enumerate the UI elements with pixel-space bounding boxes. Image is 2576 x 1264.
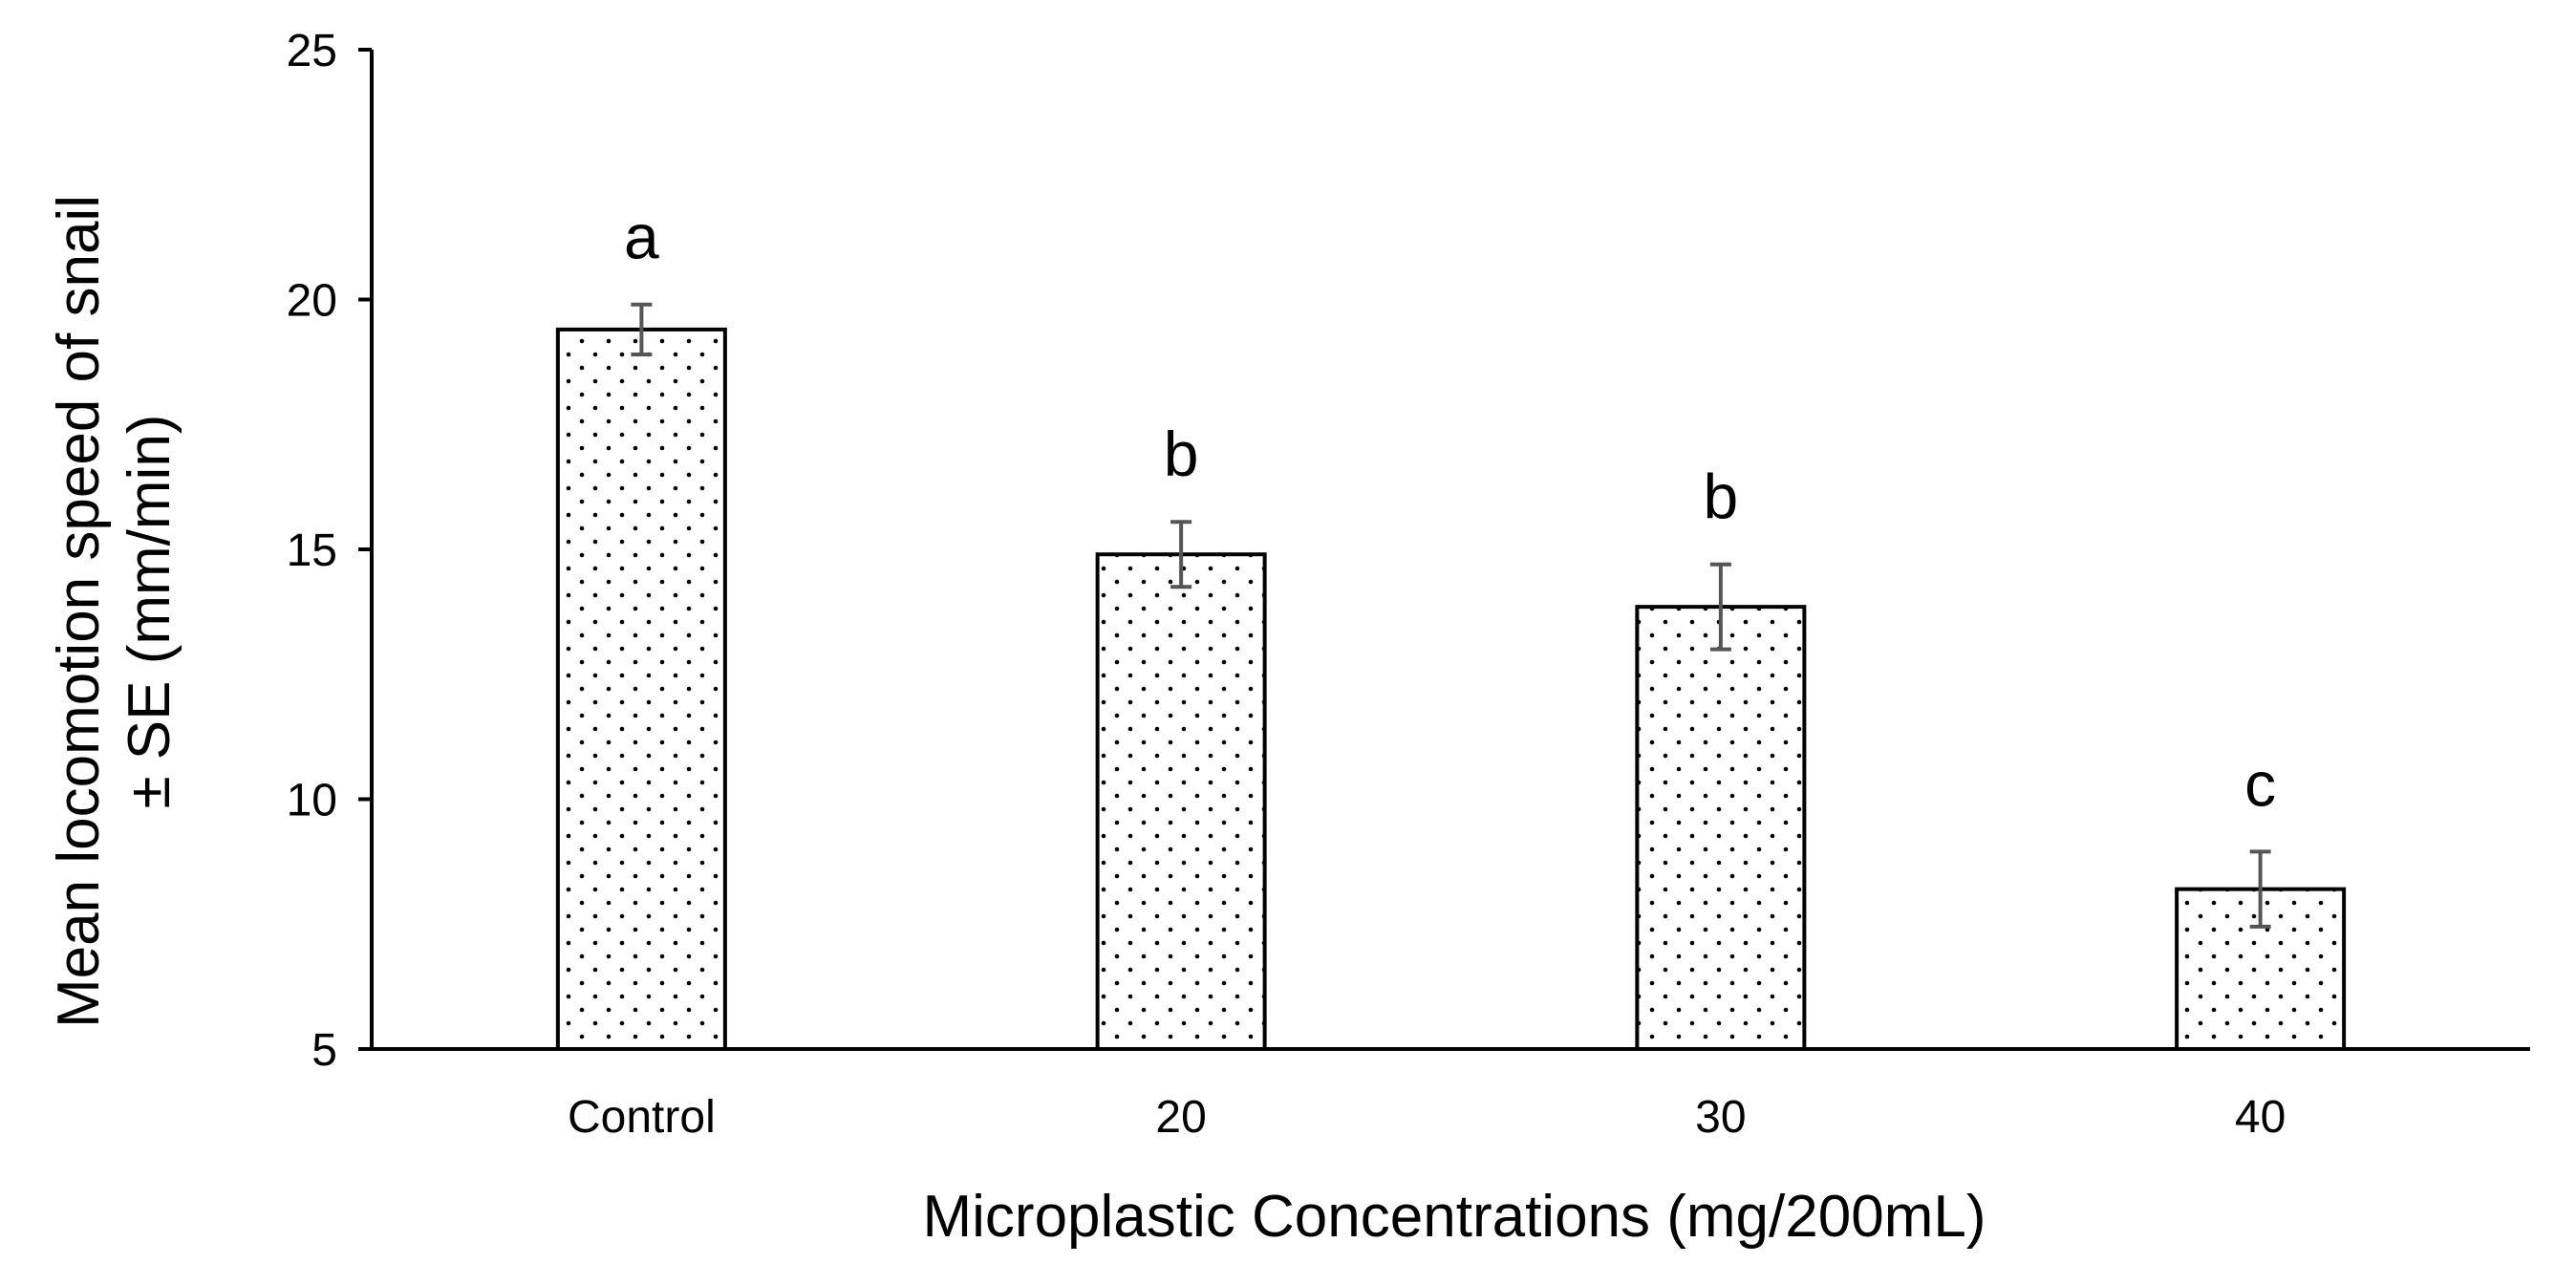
y-axis-title-line-2: ± SE (mm/min) bbox=[117, 415, 182, 809]
y-axis-title: Mean locomotion speed of snail ± SE (mm/… bbox=[46, 195, 182, 1028]
bar-20 bbox=[1095, 552, 1267, 1051]
error-bars-layer bbox=[631, 302, 2271, 929]
x-ticks-layer: Control 20 30 40 bbox=[568, 1092, 2286, 1143]
significance-letter-20: b bbox=[1164, 418, 1199, 489]
bar-control bbox=[555, 327, 727, 1051]
significance-letters-layer: a b b c bbox=[624, 202, 2276, 820]
x-axis-title: Microplastic Concentrations (mg/200mL) bbox=[923, 1184, 1986, 1250]
y-axis-title-line-1: Mean locomotion speed of snail bbox=[46, 195, 112, 1028]
y-tick-label-15: 15 bbox=[287, 525, 337, 576]
x-tick-label-20: 20 bbox=[1155, 1092, 1206, 1143]
y-ticks-layer: 5 10 15 20 25 bbox=[287, 26, 372, 1076]
x-tick-label-control: Control bbox=[568, 1092, 716, 1143]
y-tick-label-20: 20 bbox=[287, 276, 337, 327]
y-tick-label-5: 5 bbox=[311, 1025, 337, 1076]
y-tick-label-25: 25 bbox=[287, 26, 337, 76]
x-tick-label-30: 30 bbox=[1695, 1092, 1746, 1143]
x-tick-label-40: 40 bbox=[2235, 1092, 2286, 1143]
significance-letter-control: a bbox=[624, 202, 659, 272]
significance-letter-30: b bbox=[1704, 461, 1739, 532]
bar-30 bbox=[1635, 605, 1807, 1052]
y-tick-label-10: 10 bbox=[287, 776, 337, 826]
significance-letter-40: c bbox=[2244, 748, 2276, 819]
bars-layer bbox=[555, 327, 2347, 1052]
